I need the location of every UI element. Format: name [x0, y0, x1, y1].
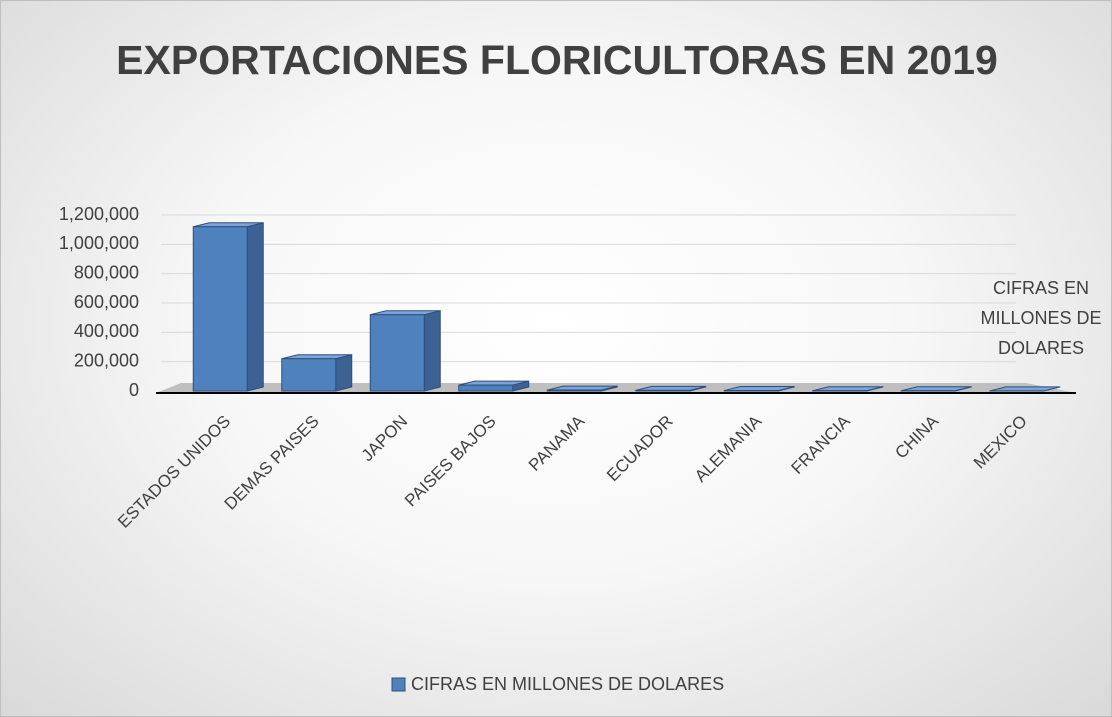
bar	[369, 314, 425, 392]
bar-side	[246, 222, 264, 392]
y-tick-label: 1,200,000	[59, 204, 139, 224]
x-tick-label: DEMAS PAISES	[221, 412, 323, 514]
x-tick-label: CHINA	[891, 411, 942, 462]
series-axis-label: CIFRAS EN MILLONES DE DOLARES	[980, 278, 1102, 358]
y-tick-label: 1,000,000	[59, 233, 139, 253]
y-tick-label: 400,000	[74, 321, 139, 341]
x-tick-label: FRANCIA	[788, 411, 855, 478]
y-tick-label: 200,000	[74, 350, 139, 370]
x-tick-label: PANAMA	[525, 411, 589, 475]
x-tick-label: ESTADOS UNIDOS	[114, 412, 234, 532]
bar-side	[423, 310, 441, 392]
legend-swatch	[391, 677, 406, 692]
bar	[635, 389, 691, 392]
bar	[458, 384, 514, 392]
bar	[281, 358, 337, 392]
y-tick-label: 0	[129, 380, 139, 400]
bar	[546, 389, 602, 392]
bar	[192, 226, 248, 392]
x-tick-label: ALEMANIA	[691, 411, 766, 486]
x-tick-label: MEXICO	[970, 412, 1031, 473]
x-tick-label: ECUADOR	[603, 412, 677, 486]
bar-side	[335, 354, 353, 392]
chart-title: EXPORTACIONES FLORICULTORAS EN 2019	[116, 37, 998, 83]
x-tick-label: JAPON	[358, 412, 412, 466]
y-tick-label: 800,000	[74, 262, 139, 282]
x-tick-label: PAISES BAJOS	[401, 412, 500, 511]
y-tick-label: 600,000	[74, 292, 139, 312]
legend-label: CIFRAS EN MILLONES DE DOLARES	[411, 674, 724, 694]
